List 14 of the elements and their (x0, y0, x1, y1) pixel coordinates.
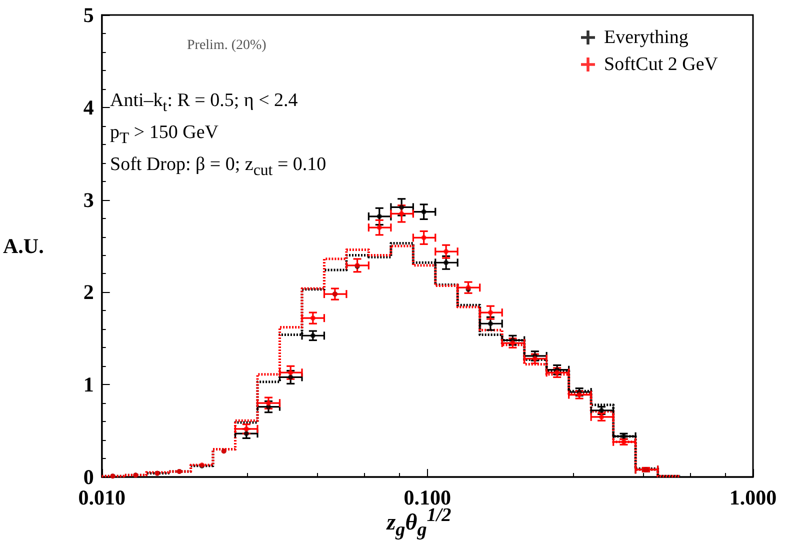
legend-label: Everything (604, 27, 689, 48)
x-tick-label: 1.000 (729, 486, 777, 510)
annotation: Anti–k$_{t}$: R = 0.5; η < 2.4 (110, 90, 298, 116)
y-tick-label: 5 (83, 3, 94, 27)
annotation: Soft Drop: β = 0; z$_{cut}$ = 0.10 (110, 154, 326, 180)
y-tick-label: 1 (83, 372, 94, 397)
y-tick-label: 3 (83, 188, 94, 212)
y-tick-label: 4 (83, 95, 94, 120)
annotation: Prelim. (20%) (187, 38, 266, 54)
y-axis-title: A.U. (2, 234, 44, 258)
annotation: p$_{T}$ > 150 GeV (110, 122, 219, 148)
legend-label: SoftCut 2 GeV (604, 54, 718, 75)
x-tick-label: 0.100 (404, 486, 452, 510)
y-tick-label: 2 (83, 280, 94, 304)
